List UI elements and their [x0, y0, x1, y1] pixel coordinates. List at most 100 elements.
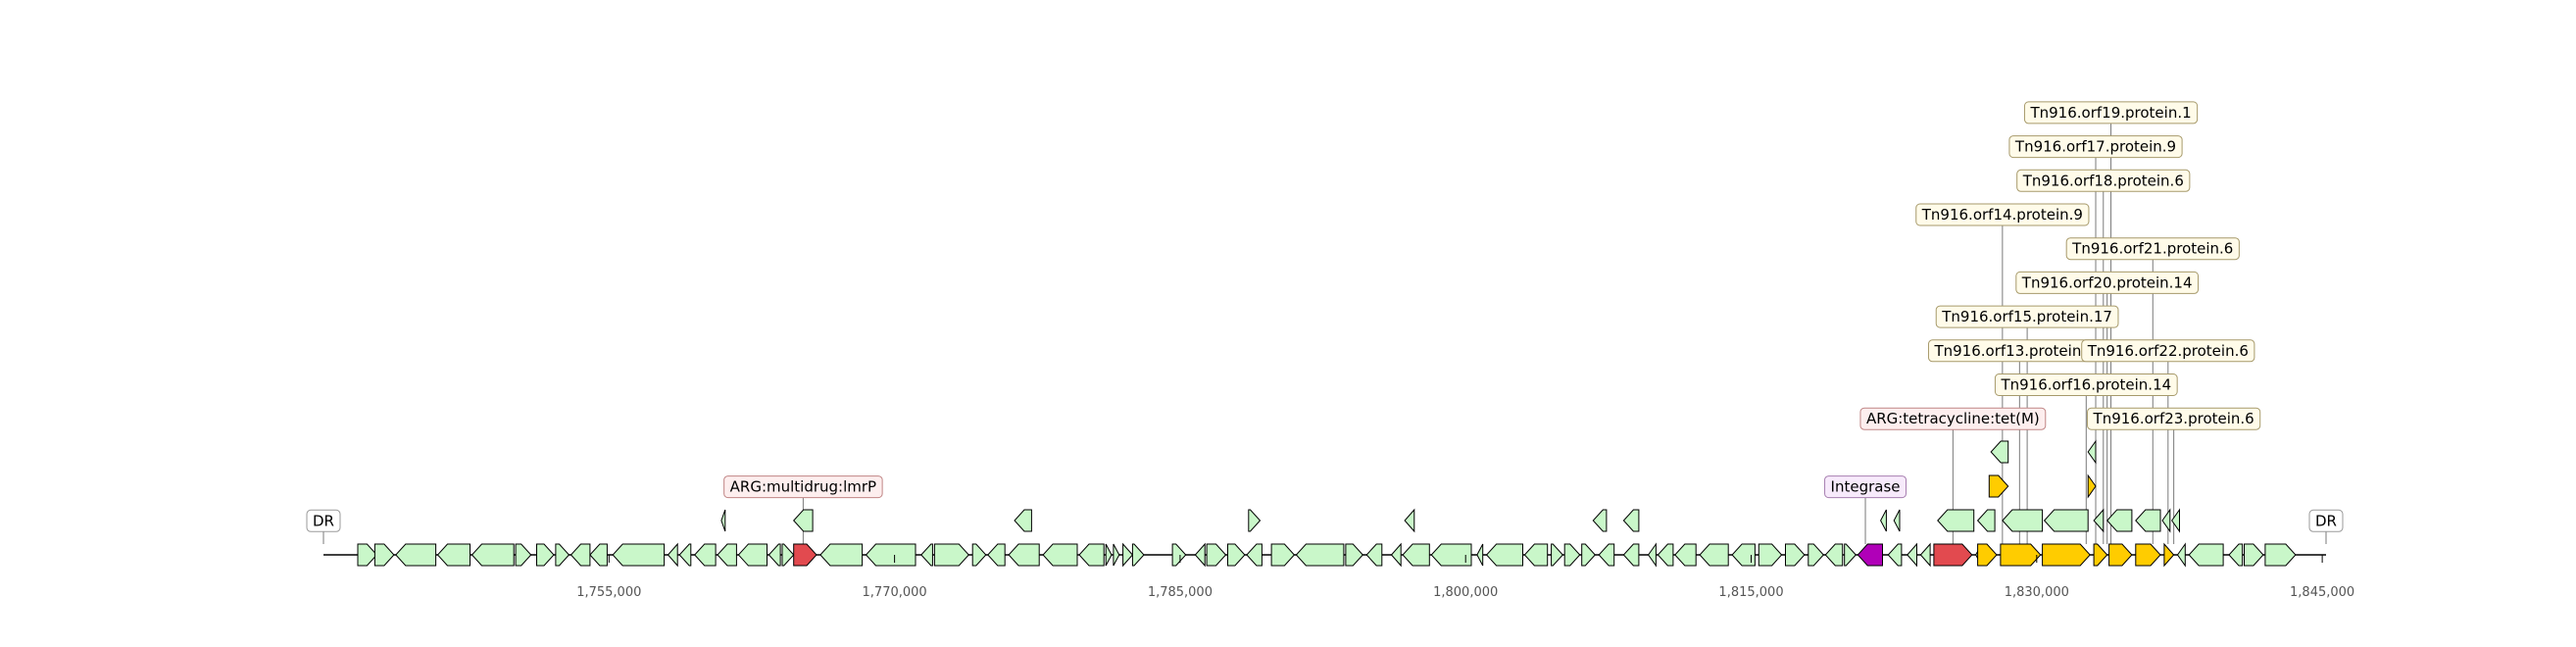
gene-arrow	[1551, 543, 1563, 567]
feature-label-text: Tn916.orf23.protein.6	[2093, 410, 2254, 427]
gene-arrow	[2106, 509, 2133, 532]
feature-label-box	[2023, 101, 2199, 124]
arg-gene-arrow	[793, 543, 817, 567]
feature-label: Tn916.orf16.protein.14	[1994, 373, 2178, 396]
feature-label: ARG:tetracycline:tet(M)	[1859, 407, 2047, 430]
gene-arrow	[1078, 543, 1105, 567]
feature-label-box	[723, 475, 883, 499]
gene-arrow	[1893, 509, 1901, 532]
axis-tick-label: 1,770,000	[863, 585, 927, 600]
gene-arrow	[819, 543, 864, 567]
gene-arrow	[1206, 543, 1227, 567]
gene-arrow	[1657, 543, 1674, 567]
gene-arrow	[1622, 543, 1640, 567]
feature-label-box	[1824, 475, 1907, 499]
gene-arrow	[1113, 543, 1120, 567]
feature-label-text: Tn916.orf17.protein.9	[2014, 138, 2176, 156]
gene-arrow	[2161, 508, 2171, 533]
feature-label: DR	[306, 509, 341, 532]
gene-arrow	[1523, 543, 1549, 567]
transposon-gene-arrow	[2000, 543, 2042, 567]
gene-arrow	[2176, 542, 2186, 568]
gene-arrow	[1042, 543, 1078, 567]
gene-arrow	[1227, 543, 1246, 567]
feature-label-box	[2016, 169, 2191, 192]
feature-labels: DR DR ARG:multidrug:lmrP Integrase ARG:tetra…	[306, 101, 2344, 532]
feature-label-text: Tn916.orf22.protein.6	[2087, 342, 2249, 360]
feature-label-box	[2065, 237, 2240, 261]
gene-arrow	[536, 543, 555, 567]
gene-arrow	[555, 543, 570, 567]
gene-arrow	[1295, 543, 1345, 567]
gene-arrow	[1919, 542, 1931, 568]
gene-arrow	[678, 543, 692, 567]
gene-arrow	[2244, 543, 2264, 567]
gene-arrow	[1581, 543, 1596, 567]
gene-arrow	[768, 543, 781, 567]
gene-arrow	[1365, 543, 1383, 567]
transposon-gene-arrow	[2093, 543, 2108, 567]
feature-label-box	[2008, 135, 2183, 159]
feature-label: ARG:multidrug:lmrP	[723, 475, 883, 499]
feature-label-box	[2087, 407, 2261, 430]
gene-arrow	[1622, 509, 1640, 532]
feature-label-text: Tn916.orf16.protein.14	[2000, 376, 2171, 394]
gene-arrow	[2135, 509, 2161, 532]
gene-arrow	[2171, 508, 2180, 533]
transposon-gene-arrow	[2087, 473, 2097, 499]
feature-label-box	[306, 509, 341, 532]
gene-arrow	[436, 543, 471, 567]
gene-arrow	[1880, 509, 1887, 532]
gene-arrow	[357, 543, 378, 567]
gene-arrow	[1731, 543, 1756, 567]
feature-label-box	[2015, 271, 2200, 294]
gene-arrow	[1246, 543, 1263, 567]
gene-arrow	[1563, 543, 1581, 567]
gene-arrow	[1008, 543, 1040, 567]
feature-label: DR	[2308, 509, 2344, 532]
feature-label-box	[1935, 305, 2119, 328]
gene-features	[357, 439, 2297, 568]
gene-arrow	[1476, 543, 1484, 567]
gene-arrow	[471, 543, 515, 567]
gene-arrow	[1699, 543, 1729, 567]
gene-arrow	[1014, 509, 1032, 532]
feature-label-box	[2081, 339, 2255, 363]
gene-arrow	[793, 509, 814, 532]
feature-label: Tn916.orf14.protein.9	[1915, 203, 2090, 226]
gene-arrow	[2188, 543, 2224, 567]
gene-arrow	[1647, 542, 1657, 568]
feature-label-text: Integrase	[1831, 478, 1901, 496]
gene-arrow	[1122, 542, 1134, 568]
gene-arrow	[1171, 543, 1187, 567]
gene-arrow	[1404, 508, 1415, 533]
gene-arrow	[2002, 509, 2044, 532]
feature-label-text: DR	[2315, 512, 2337, 529]
feature-label: Tn916.orf21.protein.6	[2065, 237, 2240, 261]
gene-arrow	[1430, 543, 1472, 567]
transposon-gene-arrow	[2163, 542, 2175, 568]
axis-tick-label: 1,785,000	[1148, 585, 1213, 600]
gene-arrow	[920, 543, 933, 567]
feature-label: Tn916.orf19.protein.1	[2023, 101, 2199, 124]
feature-label: Tn916.orf22.protein.6	[2081, 339, 2255, 363]
gene-arrow	[667, 542, 678, 568]
gene-arrow	[865, 543, 916, 567]
gene-arrow	[2264, 543, 2297, 567]
axis-tick-label: 1,830,000	[2005, 585, 2069, 600]
feature-label-text: ARG:multidrug:lmrP	[730, 478, 876, 496]
axis-tick-label: 1,800,000	[1433, 585, 1498, 600]
gene-arrow	[1390, 542, 1402, 568]
gene-arrow	[570, 543, 591, 567]
feature-label-box	[1859, 407, 2047, 430]
gene-arrow	[1907, 542, 1917, 568]
gene-arrow	[1808, 543, 1824, 567]
transposon-gene-arrow	[2135, 543, 2161, 567]
gene-arrow	[717, 543, 737, 567]
gene-arrow	[589, 543, 608, 567]
gene-arrow	[1131, 543, 1145, 567]
axis-tick-label: 1,755,000	[576, 585, 641, 600]
feature-label-text: Tn916.orf21.protein.6	[2071, 240, 2233, 258]
feature-label-text: Tn916.orf18.protein.6	[2022, 172, 2184, 189]
feature-label-text: Tn916.orf14.protein.9	[1921, 206, 2083, 224]
